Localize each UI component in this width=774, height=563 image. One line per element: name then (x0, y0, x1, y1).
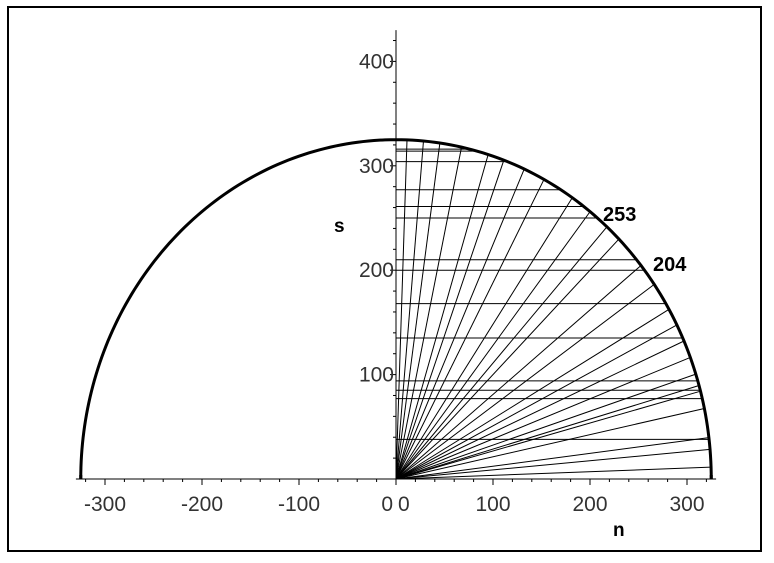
plot-frame (7, 6, 762, 552)
x-tick-label-0: -300 (84, 493, 126, 516)
y-tick-label-2: 300 (359, 155, 394, 178)
ray-19 (395, 160, 505, 480)
x-tick-label-1: -200 (181, 493, 223, 516)
ray-20 (395, 154, 489, 480)
ray-24 (395, 139, 408, 480)
x-tick-label-6: 200 (572, 493, 607, 516)
ray-2 (395, 437, 709, 480)
y-tick-label-0: 100 (359, 364, 394, 387)
axes-group (75, 30, 717, 485)
ray-1 (395, 448, 711, 480)
annotation-204: 204 (653, 254, 687, 276)
ray-23 (395, 140, 424, 480)
ray-6 (395, 373, 696, 480)
ray-8 (395, 340, 685, 480)
ray-9 (395, 324, 678, 480)
y-axis-label: s (334, 216, 345, 237)
ray-11 (395, 283, 655, 480)
rays-group (395, 139, 712, 480)
ray-0 (395, 466, 712, 480)
x-tick-label-2: -100 (278, 493, 320, 516)
ray-22 (395, 142, 441, 480)
x-tick-label-7: 300 (669, 493, 704, 516)
x-tick-label-5: 100 (475, 493, 510, 516)
ray-16 (395, 197, 573, 480)
ray-7 (395, 356, 691, 480)
ray-4 (395, 390, 701, 480)
annotation-253: 253 (603, 204, 636, 226)
ray-5 (395, 384, 700, 480)
ray-12 (395, 265, 642, 480)
x-tick-label-3: 0 (381, 493, 393, 516)
ray-21 (395, 147, 463, 480)
ray-10 (395, 308, 670, 480)
ray-14 (395, 226, 608, 480)
tick-labels-group: -300 -200 -100 0 0 100 200 300 100 200 300 400 (84, 50, 705, 516)
x-axis-label: n (613, 520, 625, 541)
ray-13 (395, 238, 620, 480)
ray-15 (395, 211, 591, 480)
ray-3 (395, 407, 705, 480)
y-tick-label-1: 200 (359, 259, 394, 282)
x-tick-label-4: 0 (398, 493, 410, 516)
y-tick-label-3: 400 (359, 50, 394, 73)
ray-17 (395, 179, 545, 480)
ray-18 (395, 168, 525, 480)
